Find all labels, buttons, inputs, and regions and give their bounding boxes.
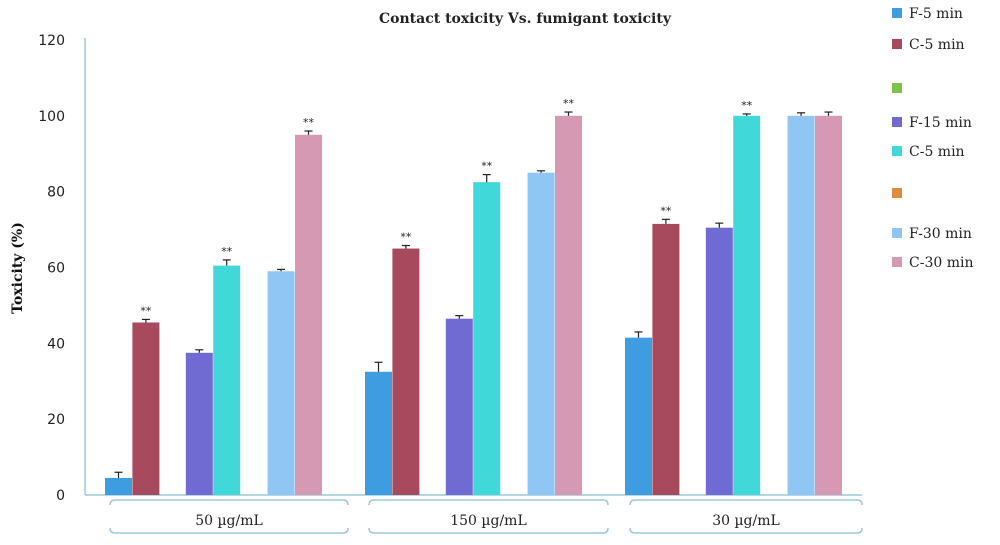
category-bracket-top <box>109 499 349 506</box>
bar <box>705 227 733 495</box>
bar <box>815 115 842 495</box>
significance-mark: ** <box>400 231 412 244</box>
bar <box>365 371 392 495</box>
bars: ** ** ** ** ** ** ** ** <box>105 97 842 496</box>
significance-mark: ** <box>563 97 575 110</box>
significance-mark: ** <box>741 99 753 112</box>
significance-mark: ** <box>140 304 152 317</box>
bar <box>105 477 132 495</box>
significance-mark: ** <box>303 116 315 129</box>
category-bracket-top <box>368 499 609 506</box>
category-label: 50 µg/mL <box>195 513 263 529</box>
bar <box>652 223 680 496</box>
legend-label: F-15 min <box>909 115 972 131</box>
category-labels: 50 µg/mL 150 µg/mL 30 µg/mL <box>109 499 863 534</box>
y-tick-label: 120 <box>38 33 65 49</box>
bar <box>295 134 322 495</box>
y-tick-label: 100 <box>38 109 65 125</box>
legend-label: F-5 min <box>909 6 963 22</box>
legend-label: C-30 min <box>909 255 973 271</box>
legend-label: C-5 min <box>909 37 965 53</box>
bar <box>267 271 295 495</box>
legend: F-5 min C-5 min F-15 min C-5 min F-30 min C-3… <box>892 6 973 271</box>
legend-swatch <box>892 117 902 127</box>
legend-swatch <box>892 8 902 18</box>
bar <box>473 182 501 495</box>
bar <box>527 172 555 496</box>
legend-swatch <box>892 146 902 156</box>
category-label: 30 µg/mL <box>712 513 780 529</box>
bar <box>733 115 761 495</box>
y-tick-label: 20 <box>47 412 65 428</box>
legend-label: F-30 min <box>909 226 972 242</box>
significance-mark: ** <box>660 204 672 217</box>
bar <box>625 337 652 495</box>
category-label: 150 µg/mL <box>450 513 527 529</box>
category-bracket-bottom <box>109 527 349 534</box>
y-axis-label: Toxicity (%) <box>10 222 26 314</box>
bar <box>132 322 160 495</box>
category-bracket-bottom <box>629 527 863 534</box>
chart-title: Contact toxicity Vs. fumigant toxicity <box>379 11 672 27</box>
legend-swatch <box>892 257 902 267</box>
bar <box>392 248 420 495</box>
legend-swatch <box>892 188 902 198</box>
category-bracket-top <box>629 499 863 506</box>
y-ticks: 0 20 40 60 80 100 120 <box>38 33 65 504</box>
legend-swatch <box>892 228 902 238</box>
bar <box>555 115 582 495</box>
significance-mark: ** <box>481 160 493 173</box>
legend-label: C-5 min <box>909 144 965 160</box>
bar <box>213 265 241 495</box>
legend-swatch <box>892 39 902 49</box>
y-tick-label: 40 <box>47 336 65 352</box>
legend-swatch <box>892 83 902 93</box>
bar <box>185 352 213 495</box>
category-bracket-bottom <box>368 527 609 534</box>
bar <box>787 115 815 495</box>
y-tick-label: 0 <box>56 488 65 504</box>
y-tick-label: 80 <box>47 185 65 201</box>
y-tick-label: 60 <box>47 261 65 277</box>
significance-mark: ** <box>221 245 233 258</box>
bar <box>445 318 473 495</box>
